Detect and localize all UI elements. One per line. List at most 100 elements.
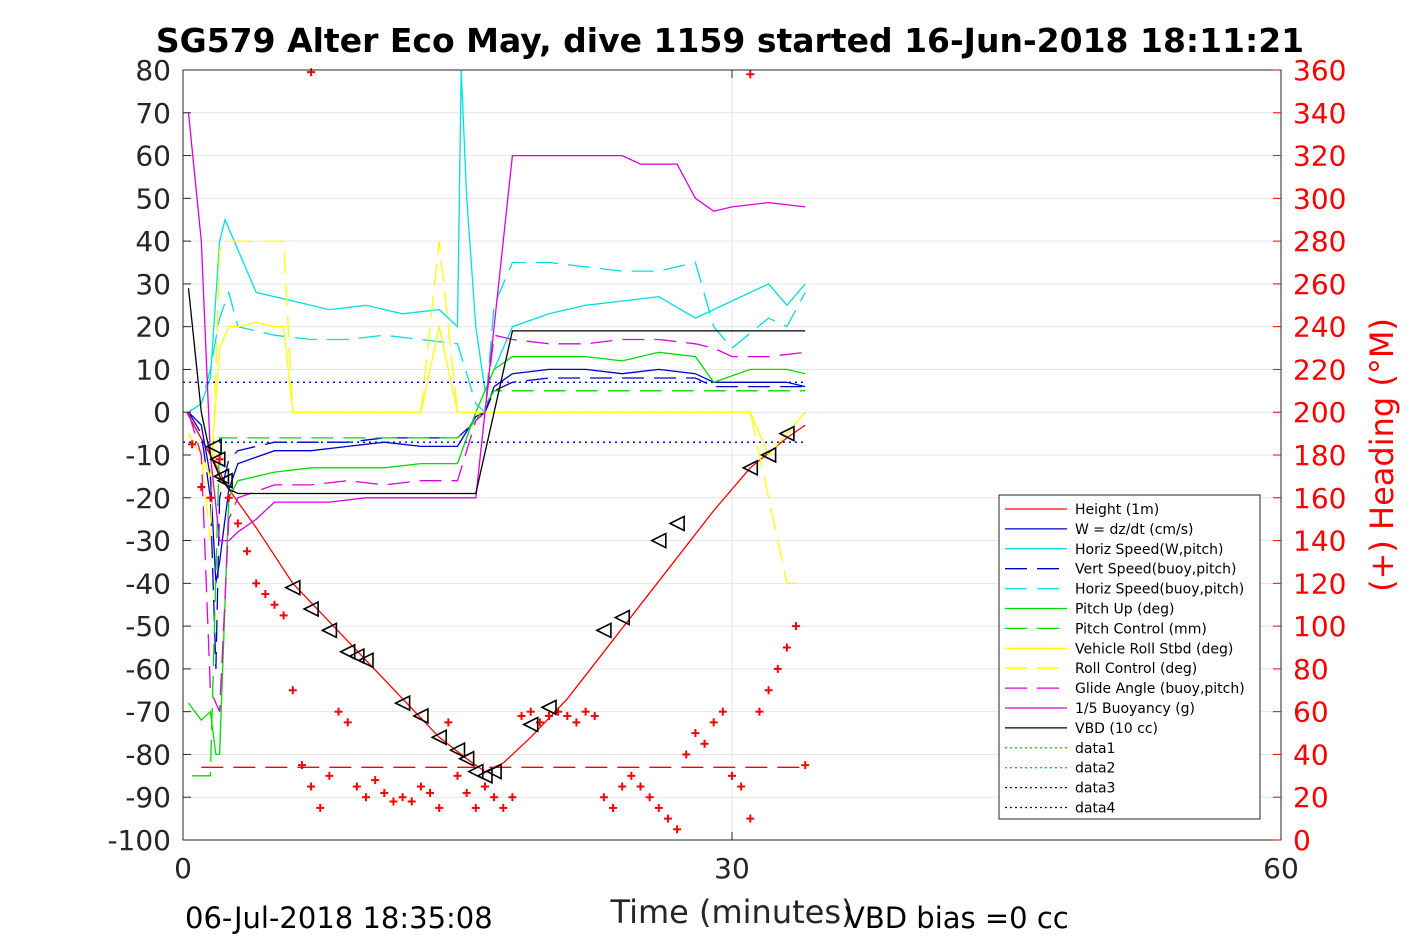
triangle-marker: [393, 694, 411, 712]
heading-point: [673, 825, 682, 834]
triangle-marker: [467, 763, 484, 780]
heading-point: [398, 793, 407, 802]
triangle-marker: [476, 767, 493, 785]
heading-point: [499, 803, 508, 812]
triangle-marker: [650, 532, 667, 549]
heading-point: [215, 455, 224, 464]
x-tick-label: 0: [174, 852, 192, 885]
x-axis-label: Time (minutes): [610, 893, 854, 931]
y-right-tick-label: 120: [1293, 567, 1346, 600]
heading-point: [297, 761, 306, 770]
heading-point: [782, 643, 791, 652]
triangle-marker: [613, 609, 631, 626]
y-right-tick-label: 100: [1293, 610, 1346, 643]
y-tick-label: -60: [125, 653, 171, 686]
triangle-marker: [320, 622, 338, 639]
y-tick-label: -10: [125, 439, 171, 472]
heading-point: [572, 718, 581, 727]
heading-point: [270, 600, 279, 609]
triangle-marker: [302, 600, 319, 618]
legend-label: data4: [1075, 801, 1116, 817]
heading-point: [224, 493, 233, 502]
heading-point: [746, 814, 755, 823]
series-line-6: [192, 390, 806, 777]
heading-point: [343, 718, 352, 727]
heading-point: [609, 803, 618, 812]
series-line-3: [187, 377, 806, 669]
heading-point: [709, 718, 718, 727]
heading-point: [206, 493, 215, 502]
series-line-9: [187, 334, 806, 712]
triangle-marker: [485, 763, 502, 780]
y-tick-label: 70: [135, 97, 171, 130]
y-right-tick-label: 260: [1293, 268, 1346, 301]
y-tick-label: 40: [135, 225, 171, 258]
heading-point: [288, 686, 297, 695]
y-tick-label: 60: [135, 140, 171, 173]
heading-point: [599, 793, 608, 802]
heading-point: [389, 797, 398, 806]
heading-point: [563, 711, 572, 720]
y-right-tick-label: 80: [1293, 653, 1329, 686]
legend-label: Horiz Speed(buoy,pitch): [1075, 582, 1244, 598]
y-right-tick-label: 140: [1293, 525, 1346, 558]
series-line-2: [188, 69, 806, 413]
heading-point: [435, 803, 444, 812]
legend-label: W = dz/dt (cm/s): [1075, 522, 1194, 538]
triangle-marker: [216, 472, 233, 489]
y-tick-label: 80: [135, 54, 171, 87]
triangle-marker: [521, 716, 539, 733]
y-tick-label: -50: [125, 610, 171, 643]
heading-point: [279, 611, 288, 620]
y-tick-label: 10: [135, 353, 171, 386]
y-right-tick-label: 0: [1293, 824, 1311, 857]
y-tick-label: -80: [125, 738, 171, 771]
heading-point: [737, 782, 746, 791]
heading-point: [581, 707, 590, 716]
legend-label: VBD (10 cc): [1075, 721, 1158, 737]
y-tick-label: -40: [125, 567, 171, 600]
legend-label: Horiz Speed(W,pitch): [1075, 542, 1223, 558]
y-right-tick-label: 360: [1293, 54, 1346, 87]
heading-point: [755, 707, 764, 716]
y-tick-label: 20: [135, 311, 171, 344]
heading-point: [352, 782, 361, 791]
heading-point: [252, 579, 261, 588]
heading-point: [453, 771, 462, 780]
legend-label: Vehicle Roll Stbd (deg): [1075, 641, 1233, 657]
heading-point: [627, 771, 636, 780]
heading-point: [362, 793, 370, 802]
legend-label: Pitch Up (deg): [1075, 602, 1174, 618]
y-tick-label: -100: [107, 824, 171, 857]
y-right-tick-label: 160: [1293, 482, 1346, 515]
heading-point: [682, 750, 691, 759]
series-line-8: [187, 240, 806, 584]
y-right-tick-label: 280: [1293, 225, 1346, 258]
right-axis-label: (+) Heading (°M): [1363, 318, 1401, 592]
y-right-tick-label: 180: [1293, 439, 1346, 472]
y-right-tick-label: 320: [1293, 140, 1346, 173]
chart-title: SG579 Alter Eco May, dive 1159 started 1…: [156, 21, 1304, 60]
heading-point: [526, 707, 535, 716]
legend-label: 1/5 Buoyancy (g): [1075, 701, 1195, 717]
y-right-tick-label: 340: [1293, 97, 1346, 130]
heading-point: [407, 797, 416, 806]
heading-point: [233, 519, 242, 528]
heading-point: [654, 803, 663, 812]
y-right-tick-label: 240: [1293, 311, 1346, 344]
heading-point: [773, 664, 782, 673]
heading-point: [663, 814, 672, 823]
heading-point: [645, 793, 654, 802]
y-right-tick-label: 200: [1293, 396, 1346, 429]
triangle-marker: [595, 622, 612, 639]
legend-label: data1: [1075, 741, 1115, 757]
heading-point: [416, 782, 425, 791]
triangle-marker: [668, 515, 685, 532]
series-line-10: [187, 112, 806, 542]
footer-timestamp: 06-Jul-2018 18:35:08: [185, 901, 493, 935]
heading-point: [792, 622, 801, 631]
y-tick-label: -20: [125, 482, 171, 515]
heading-point: [545, 711, 553, 720]
triangle-marker: [741, 459, 759, 477]
